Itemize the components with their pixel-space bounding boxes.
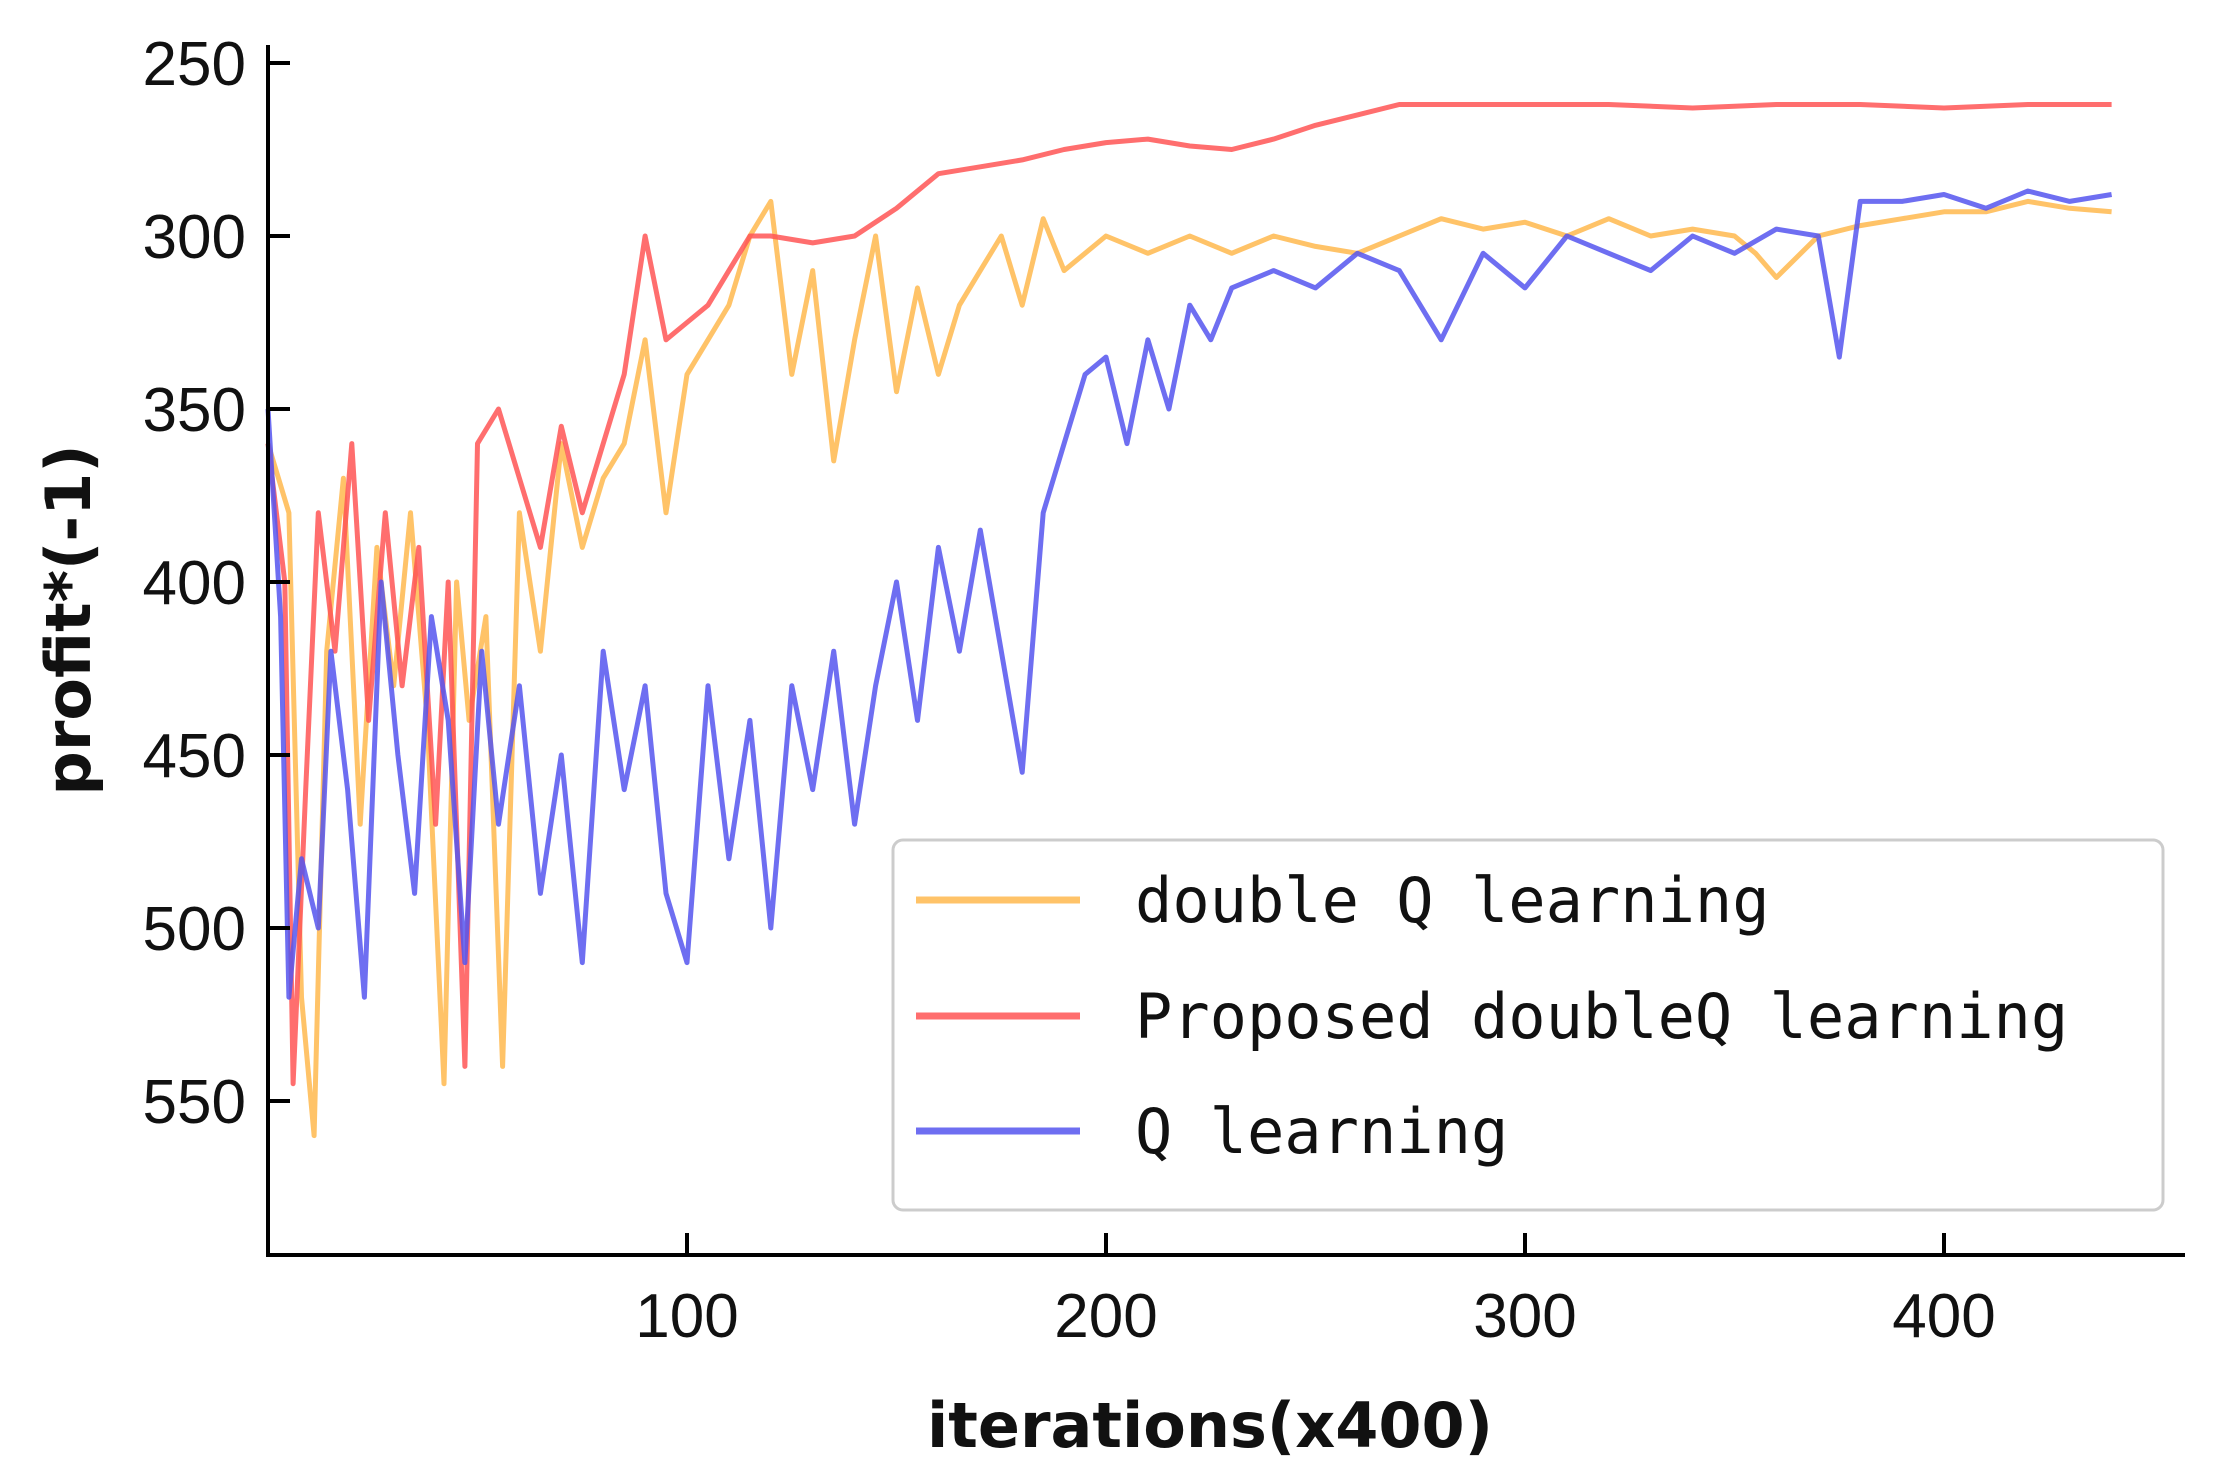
y-axis-title: profit*(-1) <box>32 444 105 795</box>
x-tick-label: 100 <box>635 1282 738 1351</box>
legend-label-proposed-double-q: Proposed doubleQ learning <box>1135 980 2068 1053</box>
series-lines <box>265 102 2113 1139</box>
legend: double Q learning Proposed doubleQ learn… <box>891 838 2165 1212</box>
series-line-2 <box>265 188 2113 1000</box>
series-line-0 <box>265 198 2112 1139</box>
y-ticks: 250 300 350 400 450 500 550 <box>143 30 290 1137</box>
y-tick-label: 550 <box>143 1068 246 1137</box>
y-tick-label: 450 <box>143 722 246 791</box>
legend-box <box>891 838 2165 1212</box>
axes <box>266 45 2185 1257</box>
x-ticks: 100 200 300 400 <box>635 1233 1996 1351</box>
y-tick-label: 250 <box>143 30 246 99</box>
x-tick-label: 300 <box>1473 1282 1576 1351</box>
x-tick-label: 400 <box>1892 1282 1995 1351</box>
series-line-1 <box>265 102 2112 1087</box>
legend-label-q: Q learning <box>1135 1095 1508 1168</box>
x-tick-label: 200 <box>1054 1282 1157 1351</box>
legend-label-double-q: double Q learning <box>1135 864 1770 937</box>
y-tick-label: 300 <box>143 203 246 272</box>
x-axis-title: iterations(x400) <box>927 1389 1493 1462</box>
y-tick-label: 500 <box>143 895 246 964</box>
y-tick-label: 350 <box>143 376 246 445</box>
y-tick-label: 400 <box>143 549 246 618</box>
